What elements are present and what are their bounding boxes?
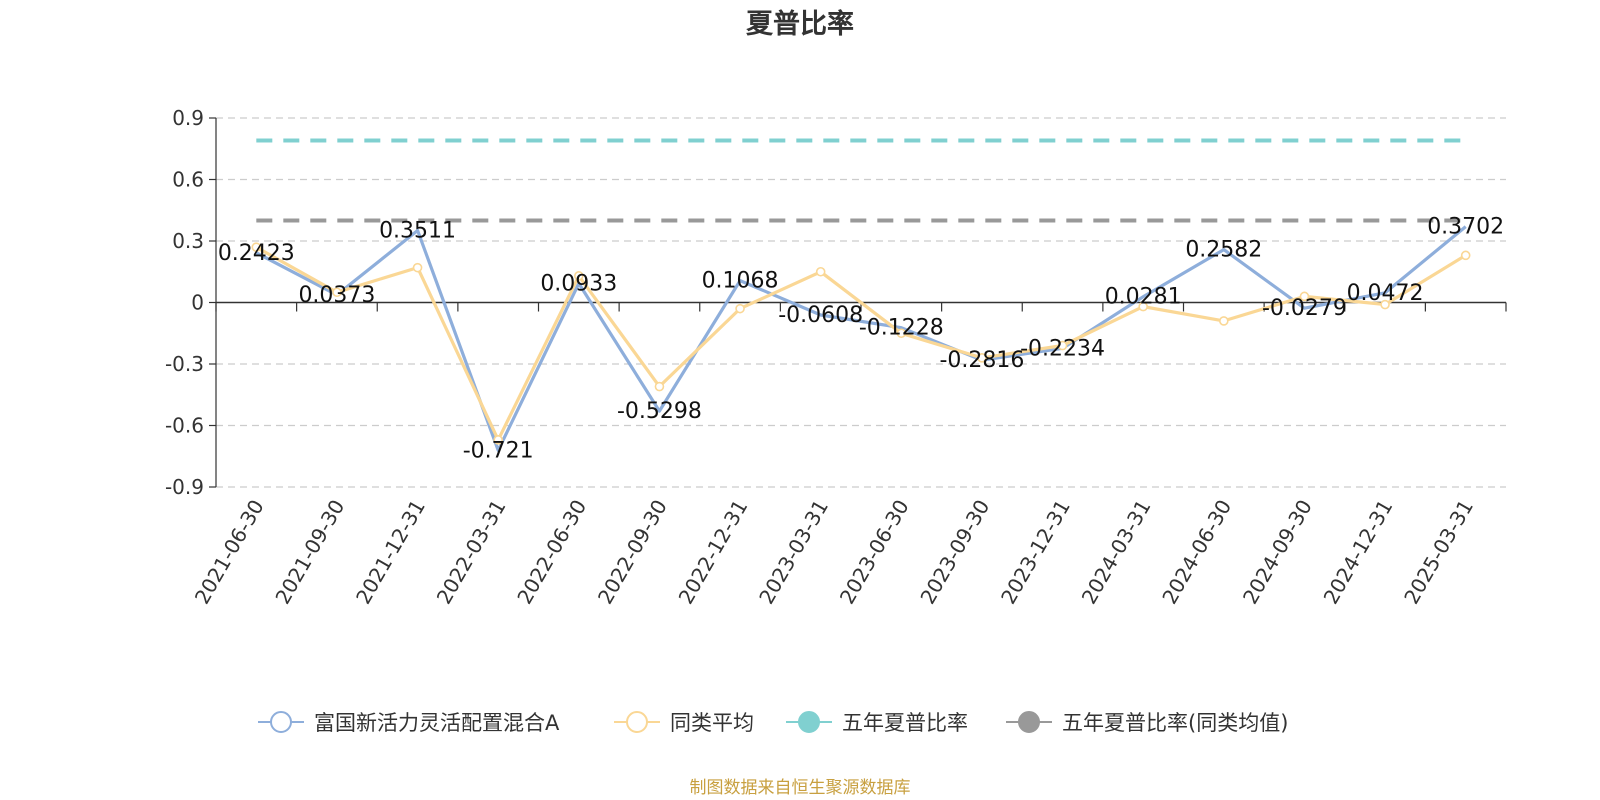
data-label: 0.0472 xyxy=(1347,281,1424,306)
x-tick-label: 2024-03-31 xyxy=(1077,496,1156,609)
data-label: 0.2423 xyxy=(218,241,295,266)
data-label: -0.721 xyxy=(463,438,534,463)
legend-item[interactable]: 五年夏普比率 xyxy=(786,711,968,735)
y-tick-label: 0.3 xyxy=(172,229,204,253)
reference-lines xyxy=(256,138,1466,223)
data-label: -0.2234 xyxy=(1020,336,1105,361)
legend-label: 富国新活力灵活配置混合A xyxy=(314,711,560,735)
data-label: -0.1228 xyxy=(859,316,944,341)
series-points xyxy=(251,242,1471,445)
series-line xyxy=(255,225,1467,452)
x-tick-label: 2021-09-30 xyxy=(270,496,349,609)
data-label: -0.0608 xyxy=(778,303,863,328)
legend-item[interactable]: 同类平均 xyxy=(614,711,754,735)
x-tick-label: 2022-09-30 xyxy=(593,496,672,609)
y-tick-label: 0 xyxy=(191,291,204,315)
data-label: -0.5298 xyxy=(617,399,702,424)
data-label: -0.0279 xyxy=(1262,296,1347,321)
data-point xyxy=(1299,291,1310,302)
data-label: 0.0373 xyxy=(298,283,375,308)
data-label: -0.2816 xyxy=(939,348,1024,373)
data-label: 0.1068 xyxy=(702,269,779,294)
x-tick-label: 2022-06-30 xyxy=(512,496,591,609)
x-tick-label: 2022-03-31 xyxy=(432,496,511,609)
grid-lines xyxy=(216,117,1506,488)
legend-item[interactable]: 富国新活力灵活配置混合A xyxy=(258,711,560,735)
legend-item[interactable]: 五年夏普比率(同类均值) xyxy=(1006,711,1288,735)
data-point xyxy=(251,242,262,252)
data-point xyxy=(654,381,665,392)
data-point xyxy=(1138,301,1148,312)
data-point xyxy=(1219,316,1229,326)
y-tick-label: 0.6 xyxy=(172,168,204,192)
legend-marker xyxy=(626,711,648,733)
x-tick-label: 2024-12-31 xyxy=(1318,496,1397,609)
legend-marker xyxy=(798,711,820,733)
data-point xyxy=(574,271,584,281)
y-tick-label: 0.9 xyxy=(172,106,204,130)
data-label: 0.3702 xyxy=(1427,215,1504,240)
y-tick-label: -0.3 xyxy=(165,352,204,376)
x-tick-label: 2021-12-31 xyxy=(351,496,430,609)
x-tick-label: 2023-06-30 xyxy=(835,496,914,609)
data-point xyxy=(735,303,745,314)
data-point xyxy=(412,262,423,273)
data-point xyxy=(1380,299,1390,310)
legend[interactable]: 富国新活力灵活配置混合A 同类平均 五年夏普比率 五年夏普比率(同类均值) xyxy=(258,711,1288,735)
series-lines xyxy=(255,225,1467,452)
data-label: 0.0933 xyxy=(540,271,617,296)
chart-title: 夏普比率 xyxy=(746,8,854,40)
x-tick-label: 2023-09-30 xyxy=(915,496,994,609)
x-tick-label: 2025-03-31 xyxy=(1399,496,1478,609)
data-label: 0.3511 xyxy=(379,219,456,244)
data-label: 0.0281 xyxy=(1105,285,1182,310)
x-tick-label: 2022-12-31 xyxy=(673,496,752,609)
x-tick-label: 2023-03-31 xyxy=(754,496,833,609)
legend-marker xyxy=(270,711,292,733)
data-point xyxy=(977,353,987,363)
y-tick-label: -0.6 xyxy=(165,414,204,438)
x-tick-label: 2024-06-30 xyxy=(1157,496,1236,609)
data-point xyxy=(332,287,342,298)
legend-label: 同类平均 xyxy=(670,711,754,735)
x-tick-label: 2023-12-31 xyxy=(996,496,1075,609)
data-point xyxy=(815,266,826,277)
data-point xyxy=(1460,250,1471,261)
data-point xyxy=(896,328,907,339)
data-source-note: 制图数据来自恒生聚源数据库 xyxy=(690,778,911,798)
legend-label: 五年夏普比率(同类均值) xyxy=(1062,711,1288,735)
legend-label: 五年夏普比率 xyxy=(842,711,968,735)
series-line xyxy=(255,245,1467,442)
x-tick-label: 2021-06-30 xyxy=(190,496,269,609)
data-point xyxy=(1057,340,1068,351)
y-tick-label: -0.9 xyxy=(165,475,204,499)
x-tick-label: 2024-09-30 xyxy=(1238,496,1317,609)
legend-marker xyxy=(1018,711,1040,733)
data-point xyxy=(493,435,503,445)
data-label: 0.2582 xyxy=(1185,238,1262,263)
